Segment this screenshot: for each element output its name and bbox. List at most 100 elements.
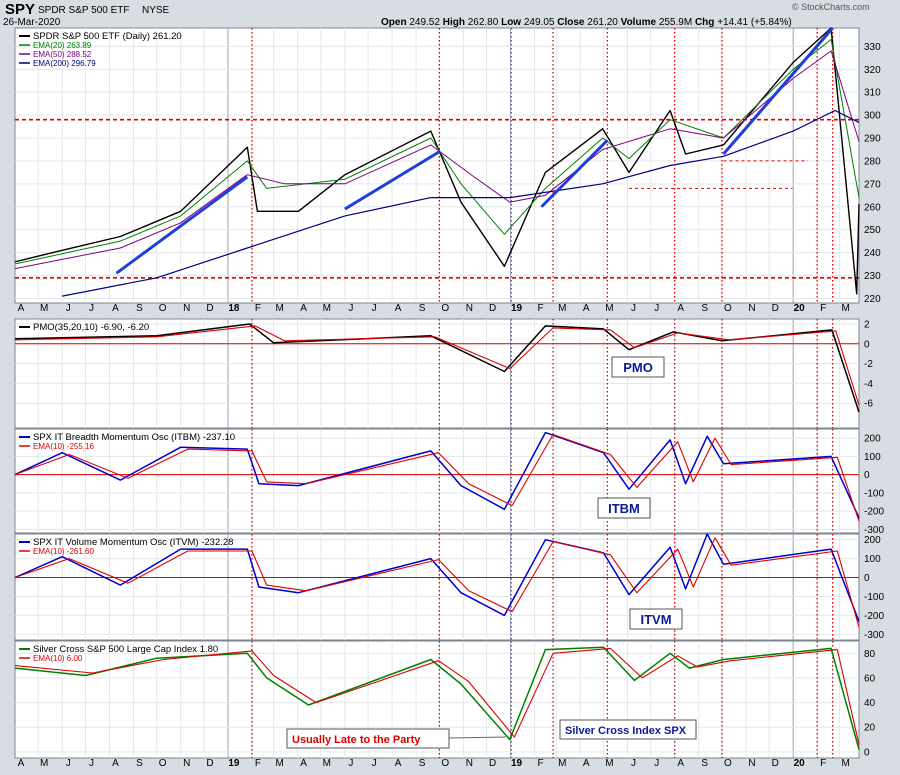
y-tick-label: 20 <box>864 723 876 734</box>
month-label-top: D <box>489 303 496 314</box>
volume-label: Volume <box>621 17 657 28</box>
month-label-bottom: F <box>255 758 261 769</box>
series-line-0 <box>14 27 860 295</box>
month-label-bottom: N <box>466 758 473 769</box>
series-line-1 <box>14 433 860 522</box>
month-label-bottom: J <box>631 758 636 769</box>
month-label-bottom: J <box>654 758 659 769</box>
month-label-bottom: A <box>112 758 119 769</box>
panel-label-box <box>597 497 651 519</box>
panel-bg <box>14 318 860 429</box>
series-line-2 <box>14 50 860 270</box>
month-label-top: 19 <box>511 303 523 314</box>
close-label: Close <box>557 17 585 28</box>
panels: 220230240250260270280290300310320330SPDR… <box>14 27 884 759</box>
month-label-top: F <box>538 303 544 314</box>
y-tick-label: 100 <box>864 554 881 565</box>
panel-label: PMO <box>623 360 653 375</box>
month-label-bottom: O <box>441 758 449 769</box>
annotation-box <box>286 728 450 749</box>
month-label-top: O <box>441 303 449 314</box>
month-axes: A M J J A S O N D 18 F M A M J J A S O N D 19 F M A M J J A S O N D 20 F M A… <box>18 303 850 769</box>
legend-entry: EMA(10) -255.16 <box>33 442 94 451</box>
month-label-bottom: N <box>183 758 190 769</box>
panel-itvm: 200 100 0 -100 -200 -300 SPX IT Volume Momentu… <box>14 533 884 641</box>
annotation-late: Usually Late to the Party <box>292 734 421 746</box>
y-tick-label: 100 <box>864 452 881 463</box>
panel-price: 220 230 240 250 260 270 280 290 300 310 320 330 SPDR… <box>14 27 881 305</box>
low-value: 249.05 <box>524 17 555 28</box>
month-label-bottom: A <box>18 758 25 769</box>
y-tick-label: -4 <box>864 379 873 390</box>
panel-pmo: 2 0 -2 -4 -6 PMO(35,20,10) -6.90, -6.20 PMO <box>14 318 873 429</box>
y-tick-label: 270 <box>864 179 881 190</box>
month-label-top: O <box>724 303 732 314</box>
y-tick-label: 280 <box>864 156 881 167</box>
series-line-1 <box>14 39 860 265</box>
month-label-top: M <box>841 303 849 314</box>
month-label-top: D <box>206 303 213 314</box>
y-tick-label: 0 <box>864 573 870 584</box>
legend-entry: EMA(50) 288.52 <box>33 50 92 59</box>
month-label-bottom: N <box>748 758 755 769</box>
y-tick-label: -100 <box>864 488 884 499</box>
chart-date: 26-Mar-2020 <box>3 17 61 28</box>
annotation-silver-cross: Silver Cross Index SPX <box>565 725 687 737</box>
month-label-top: N <box>183 303 190 314</box>
chg-value: +14.41 (+5.84%) <box>717 17 792 28</box>
month-label-bottom: S <box>419 758 426 769</box>
month-label-bottom: J <box>372 758 377 769</box>
month-label-top: A <box>18 303 25 314</box>
y-tick-label: 220 <box>864 294 881 305</box>
panel-bg <box>14 533 860 641</box>
y-tick-label: 230 <box>864 271 881 282</box>
y-tick-label: 200 <box>864 434 881 445</box>
series-line-0 <box>14 323 860 413</box>
low-label: Low <box>501 17 521 28</box>
y-tick-label: -300 <box>864 525 884 536</box>
panel-bg <box>14 428 860 534</box>
month-label-top: D <box>772 303 779 314</box>
month-label-bottom: J <box>348 758 353 769</box>
month-label-bottom: J <box>66 758 71 769</box>
close-value: 261.20 <box>587 17 618 28</box>
series-line-1 <box>14 325 860 406</box>
month-label-top: O <box>159 303 167 314</box>
panel-title: PMO(35,20,10) -6.90, -6.20 <box>33 322 149 333</box>
month-label-top: M <box>605 303 613 314</box>
month-label-bottom: A <box>300 758 307 769</box>
month-label-top: N <box>466 303 473 314</box>
month-label-bottom: M <box>605 758 613 769</box>
annotation-box <box>559 719 697 740</box>
month-label-bottom: M <box>558 758 566 769</box>
legend-entry: EMA(10) 6.00 <box>33 654 83 663</box>
month-label-bottom: F <box>820 758 826 769</box>
panel-title: SPDR S&P 500 ETF (Daily) 261.20 <box>33 31 182 42</box>
month-label-bottom: D <box>206 758 213 769</box>
month-label-top: F <box>255 303 261 314</box>
y-tick-label: 260 <box>864 202 881 213</box>
series-line-1 <box>14 537 860 628</box>
security-name: SPDR S&P 500 ETF <box>38 5 130 16</box>
legend-entry: EMA(200) 296.79 <box>33 59 96 68</box>
y-tick-label: 0 <box>864 747 870 758</box>
month-label-bottom: M <box>841 758 849 769</box>
y-tick-label: 0 <box>864 339 870 350</box>
trend-line <box>344 150 441 211</box>
exchange: NYSE <box>142 5 170 16</box>
month-label-top: M <box>40 303 48 314</box>
month-label-top: 18 <box>228 303 240 314</box>
panel-silver_cross: 80 60 40 20 0 Silver Cross S&P 500 Large Cap … <box>14 640 876 759</box>
panel-title: SPX IT Breadth Momentum Osc (ITBM) -237.… <box>33 432 235 443</box>
y-tick-label: 250 <box>864 225 881 236</box>
open-value: 249.52 <box>409 17 440 28</box>
month-label-top: J <box>89 303 94 314</box>
panel-label: ITVM <box>640 612 671 627</box>
month-label-bottom: S <box>701 758 708 769</box>
month-label-bottom: A <box>395 758 402 769</box>
month-label-top: M <box>275 303 283 314</box>
month-label-bottom: M <box>275 758 283 769</box>
panel-title: Silver Cross S&P 500 Large Cap Index 1.8… <box>33 644 218 655</box>
series-line-1 <box>14 647 860 745</box>
